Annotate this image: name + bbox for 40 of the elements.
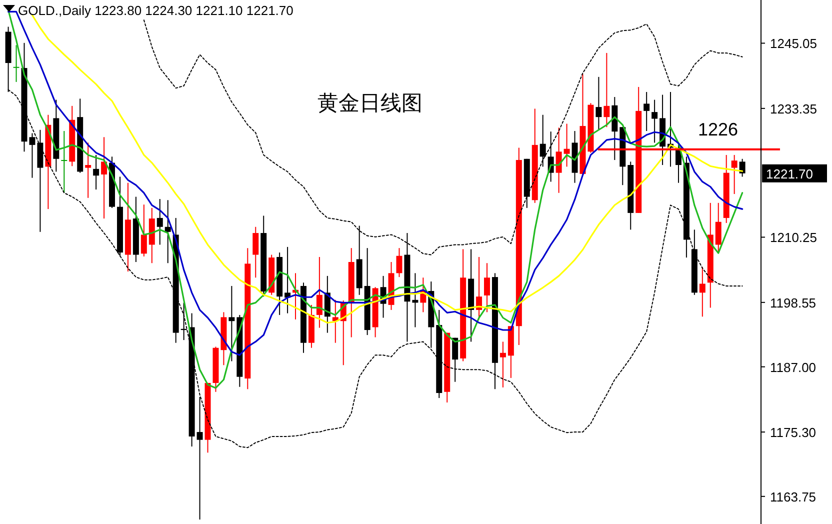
candlestick [484, 262, 490, 313]
candlestick [652, 99, 658, 144]
candlestick [604, 52, 610, 128]
annotation: 黄金日线图 [318, 92, 422, 115]
chart-title: GOLD.,Daily 1223.80 1224.30 1221.10 1221.70 [18, 3, 294, 18]
candlestick [252, 226, 259, 278]
y-tick-label: 1245.05 [770, 36, 817, 52]
candlestick [564, 123, 570, 168]
candlestick [556, 127, 562, 194]
candlestick [452, 337, 458, 382]
y-tick-label: 1187.00 [770, 360, 816, 375]
candlestick [93, 154, 100, 190]
candlestick [156, 198, 163, 246]
candlestick [731, 154, 738, 194]
candlestick [715, 202, 722, 254]
candlestick [739, 158, 746, 178]
candlestick [316, 256, 322, 328]
candlestick [85, 142, 92, 198]
y-tick-label: 1210.25 [770, 230, 817, 246]
candlestick [13, 44, 20, 82]
candlestick [412, 272, 418, 328]
y-tick-label: 1163.75 [770, 489, 816, 504]
y-tick-label: 1198.55 [770, 295, 816, 310]
candlestick [140, 204, 147, 257]
candlestick [164, 200, 171, 264]
y-tick-label: 1175.30 [770, 425, 816, 440]
candlestick [500, 341, 506, 388]
candlestick [699, 266, 706, 318]
ref-line-label: 1226 [698, 119, 738, 140]
candlestick [29, 132, 36, 178]
candlestick [101, 136, 108, 220]
candlestick [332, 299, 338, 344]
candlestick [644, 91, 650, 132]
candlestick [396, 248, 402, 278]
candlestick [228, 285, 235, 362]
candlestick [596, 76, 602, 130]
y-tick-label: 1233.35 [770, 101, 817, 116]
candlestick [540, 114, 546, 168]
candlestick [61, 130, 68, 194]
text: 1221.70 [766, 166, 813, 182]
